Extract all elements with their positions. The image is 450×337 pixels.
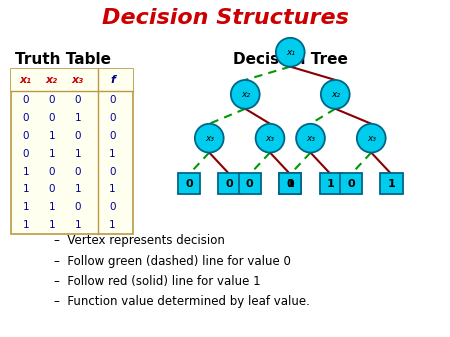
FancyBboxPatch shape [320,173,342,194]
Text: –  Function value determined by leaf value.: – Function value determined by leaf valu… [54,295,310,308]
Text: 1: 1 [22,184,29,194]
Text: 0: 0 [109,131,116,141]
FancyBboxPatch shape [279,173,302,194]
Text: 1: 1 [49,202,55,212]
Text: x₂: x₂ [46,75,58,85]
Text: x₃: x₃ [367,134,376,143]
Text: 0: 0 [22,131,29,141]
Text: 0: 0 [22,113,29,123]
FancyBboxPatch shape [219,173,240,194]
Text: 0: 0 [49,95,55,105]
Ellipse shape [296,124,325,153]
Ellipse shape [321,80,350,109]
Text: f: f [110,75,115,85]
FancyBboxPatch shape [11,69,133,234]
Text: 0: 0 [109,95,116,105]
Text: 1: 1 [387,179,396,189]
Text: 0: 0 [109,166,116,177]
FancyBboxPatch shape [340,173,362,194]
Text: 1: 1 [286,179,294,189]
Text: –  Follow green (dashed) line for value 0: – Follow green (dashed) line for value 0 [54,255,291,268]
Text: Truth Table: Truth Table [15,52,111,67]
Text: Decision Structures: Decision Structures [102,8,348,28]
Text: 0: 0 [22,149,29,159]
FancyBboxPatch shape [239,173,261,194]
Text: 1: 1 [22,202,29,212]
Text: 0: 0 [246,179,253,189]
FancyBboxPatch shape [279,173,302,194]
Ellipse shape [231,80,260,109]
Text: 1: 1 [74,113,81,123]
Text: 0: 0 [75,131,81,141]
Text: x₁: x₁ [20,75,32,85]
Text: 1: 1 [109,184,116,194]
Text: 0: 0 [226,179,233,189]
Text: x₃: x₃ [205,134,214,143]
Ellipse shape [357,124,386,153]
Text: 1: 1 [49,220,55,230]
Text: 0: 0 [347,179,355,189]
Text: x₃: x₃ [266,134,274,143]
Text: 0: 0 [49,113,55,123]
FancyBboxPatch shape [11,69,133,91]
Text: 0: 0 [75,166,81,177]
Ellipse shape [256,124,284,153]
Text: 0: 0 [185,179,193,189]
Text: 0: 0 [109,113,116,123]
Text: 0: 0 [22,95,29,105]
Text: 1: 1 [74,149,81,159]
Text: –  Vertex represents decision: – Vertex represents decision [54,235,225,247]
Text: 1: 1 [74,184,81,194]
Text: x₃: x₃ [306,134,315,143]
Text: Decision Tree: Decision Tree [233,52,348,67]
Text: 0: 0 [287,179,294,189]
FancyBboxPatch shape [381,173,403,194]
Text: 1: 1 [327,179,335,189]
Text: 1: 1 [22,166,29,177]
Text: 0: 0 [49,166,55,177]
Text: x₁: x₁ [286,48,295,57]
Text: x₂: x₂ [241,90,250,99]
Text: 0: 0 [109,202,116,212]
Text: 0: 0 [75,95,81,105]
Text: 1: 1 [22,220,29,230]
Text: x₃: x₃ [72,75,84,85]
Text: 1: 1 [109,220,116,230]
Text: x₂: x₂ [331,90,340,99]
Ellipse shape [195,124,224,153]
Text: 1: 1 [74,220,81,230]
Text: 0: 0 [75,202,81,212]
Text: –  Follow red (solid) line for value 1: – Follow red (solid) line for value 1 [54,275,261,288]
Text: 1: 1 [49,131,55,141]
Text: 0: 0 [49,184,55,194]
Text: 1: 1 [49,149,55,159]
FancyBboxPatch shape [178,173,200,194]
Ellipse shape [276,38,305,67]
Text: 1: 1 [109,149,116,159]
